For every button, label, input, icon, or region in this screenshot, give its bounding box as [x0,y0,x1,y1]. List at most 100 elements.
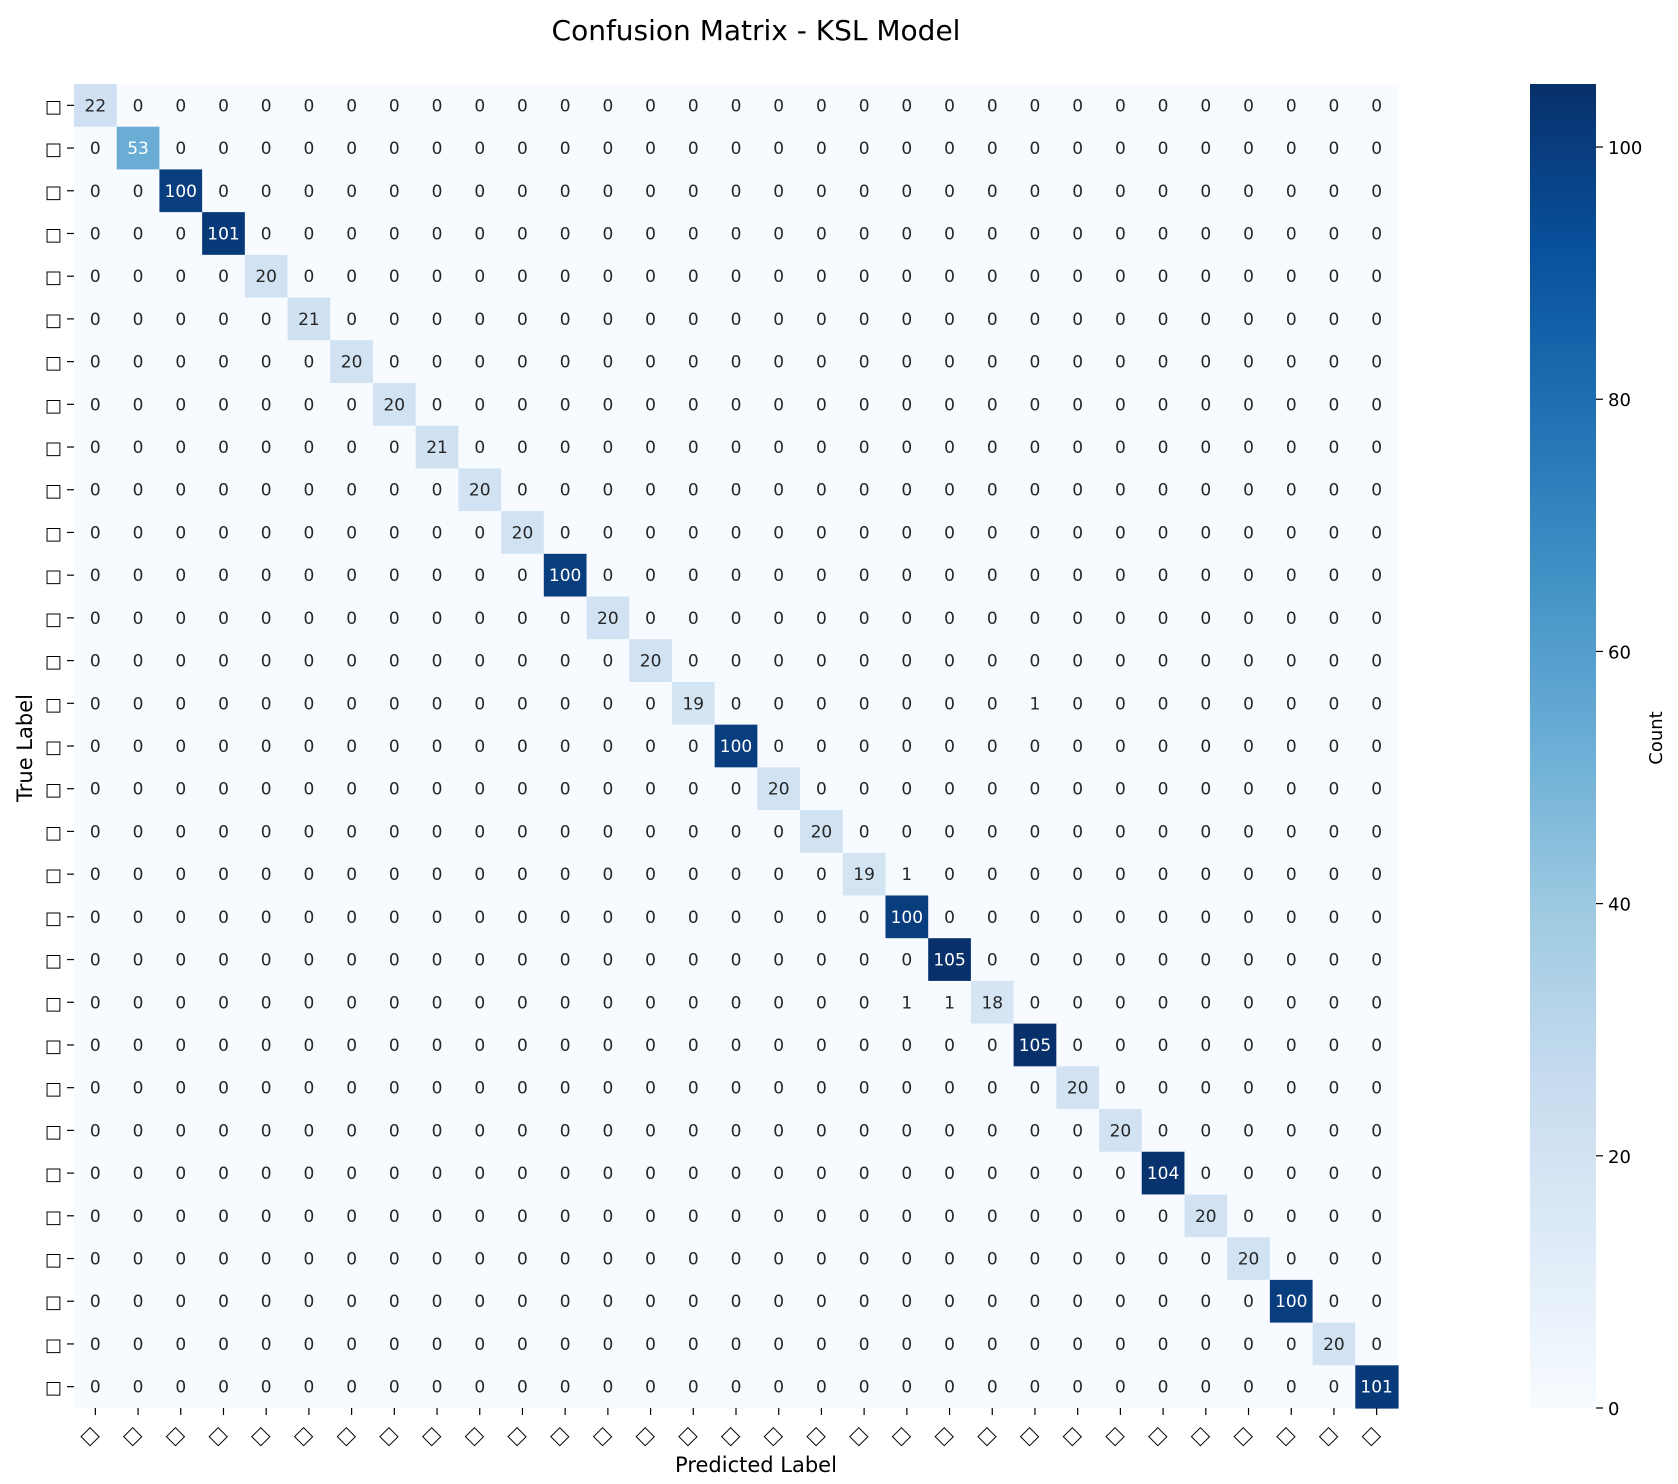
cell-value-label: 0 [773,908,784,928]
heatmap-cell [202,382,246,427]
cell-value-label: 0 [1158,1207,1169,1227]
cell-value-label: 0 [90,780,101,800]
cell-value-label: 0 [1200,1335,1211,1355]
cell-value-label: 0 [1115,1378,1126,1398]
cell-value-label: 0 [133,609,144,629]
cell-value-label: 0 [303,438,314,458]
cell-value-label: 0 [1371,523,1382,543]
cell-value-label: 0 [1030,353,1041,373]
heatmap-cell [543,84,588,128]
heatmap-cell [842,382,887,427]
cell-value-label: 0 [90,737,101,757]
cell-value-label: 20 [255,267,277,287]
cell-value-label: 0 [1329,993,1340,1013]
cell-value-label: 0 [645,523,656,543]
cell-value-label: 0 [731,822,742,842]
cell-value-label: 0 [1158,1292,1169,1312]
cell-value-label: 0 [1286,566,1297,586]
heatmap-cell [287,126,331,171]
cell-value-label: 0 [175,652,186,672]
cell-value-label: 0 [859,438,870,458]
heatmap-cell [415,126,459,171]
cell-value-label: 0 [859,694,870,714]
cell-value-label: 0 [303,224,314,244]
heatmap-cell [970,382,1015,427]
heatmap-cell [586,425,630,469]
cell-value-label: 0 [1158,395,1169,415]
heatmap-cell [458,639,502,683]
y-tick-label: □ [45,908,62,929]
cell-value-label: 0 [517,993,528,1013]
cell-value-label: 0 [218,609,229,629]
cell-value-label: 0 [816,1250,827,1270]
cell-value-label: 0 [175,993,186,1013]
cell-value-label: 0 [261,1079,272,1099]
cell-value-label: 0 [1200,139,1211,159]
heatmap-cell [1056,254,1100,299]
heatmap-cell [287,553,331,598]
cell-value-label: 0 [1030,96,1041,116]
cell-value-label: 0 [1158,182,1169,202]
cell-value-label: 0 [303,395,314,415]
heatmap-cell [372,169,417,213]
cell-value-label: 20 [512,523,534,543]
cell-value-label: 0 [261,523,272,543]
cell-value-label: 0 [346,438,357,458]
heatmap-cell [372,639,417,683]
heatmap-cell [842,126,887,171]
cell-value-label: 0 [133,1250,144,1270]
heatmap-cell [159,511,203,555]
heatmap-cell [1141,297,1186,341]
cell-value-label: 0 [602,481,613,501]
cell-value-label: 0 [688,1292,699,1312]
heatmap-cell [714,212,758,256]
heatmap-cell [1312,84,1356,128]
cell-value-label: 0 [1072,694,1083,714]
cell-value-label: 0 [1115,1079,1126,1099]
cell-value-label: 1 [901,993,912,1013]
cell-value-label: 0 [1030,182,1041,202]
heatmap-cell [1269,84,1314,128]
cell-value-label: 0 [944,694,955,714]
cell-value-label: 0 [389,1164,400,1184]
y-tick-label: □ [45,96,62,117]
cell-value-label: 0 [175,908,186,928]
cell-value-label: 0 [1286,353,1297,373]
cell-value-label: 0 [1200,908,1211,928]
heatmap-cell [970,511,1015,555]
heatmap-cell [1312,639,1356,683]
heatmap-cell [714,382,758,427]
heatmap-cell [116,596,161,640]
cell-value-label: 0 [731,96,742,116]
cell-value-label: 20 [640,652,662,672]
cell-value-label: 0 [859,1079,870,1099]
cell-value-label: 0 [175,737,186,757]
cell-value-label: 0 [901,609,912,629]
heatmap-cell [1227,254,1271,299]
cell-value-label: 0 [645,310,656,330]
cell-value-label: 0 [346,1121,357,1141]
cell-value-label: 0 [688,267,699,287]
heatmap-cell [415,511,459,555]
cell-value-label: 0 [731,566,742,586]
cell-value-label: 0 [1371,96,1382,116]
heatmap-cell [1312,340,1356,384]
heatmap-cell [202,254,246,299]
cell-value-label: 0 [560,951,571,971]
cell-value-label: 0 [517,1079,528,1099]
heatmap-cell [1269,169,1314,213]
cell-value-label: 0 [773,523,784,543]
cell-value-label: 0 [1200,694,1211,714]
cell-value-label: 0 [346,609,357,629]
heatmap-cell [928,126,972,171]
cell-value-label: 0 [175,310,186,330]
cell-value-label: 19 [682,694,704,714]
heatmap-cell [330,596,374,640]
cell-value-label: 0 [346,1292,357,1312]
cell-value-label: 0 [303,737,314,757]
heatmap-cell [757,553,801,598]
heatmap-cell [1141,596,1186,640]
cell-value-label: 0 [346,822,357,842]
cell-value-label: 0 [602,908,613,928]
cell-value-label: 0 [1072,353,1083,373]
